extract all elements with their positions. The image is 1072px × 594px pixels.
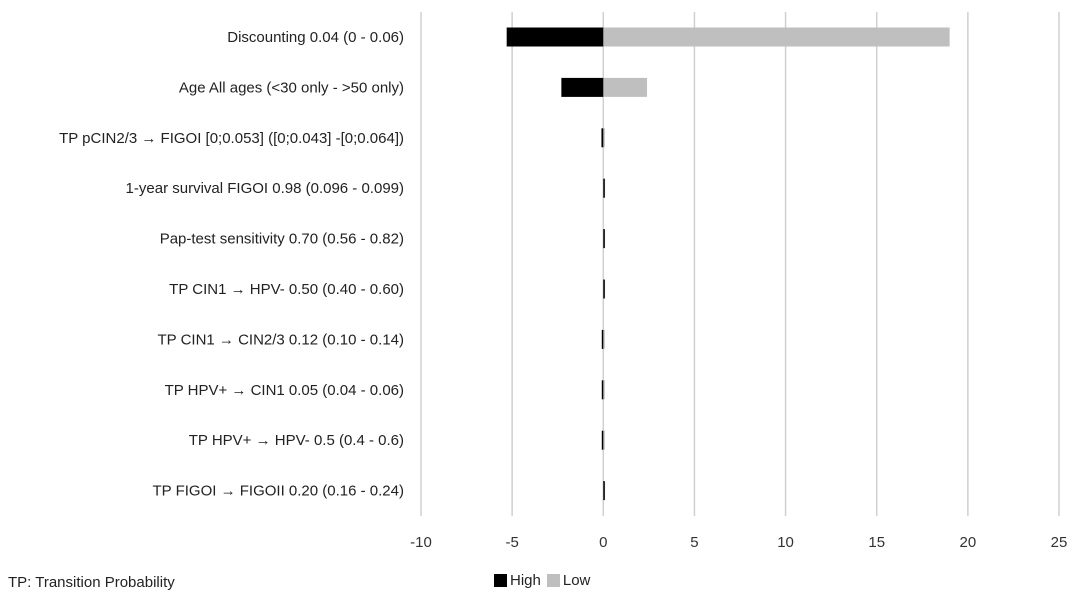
bar-low [603, 380, 605, 400]
footnote: TP: Transition Probability [8, 574, 175, 591]
bar-high [603, 279, 605, 299]
bar-low [603, 27, 950, 47]
x-tick-labels: -10 -5 0 5 10 15 20 25 [410, 534, 1067, 551]
bar-low [603, 430, 605, 450]
bar-high [561, 77, 604, 97]
bar-high [601, 430, 604, 450]
x-tick-label: 25 [1051, 534, 1068, 551]
category-label: TP HPV+ → CIN1 0.05 (0.04 - 0.06) [165, 382, 404, 399]
tornado-chart: Discounting 0.04 (0 - 0.06) Age All ages … [59, 12, 1067, 551]
category-label: TP HPV+ → HPV- 0.5 (0.4 - 0.6) [189, 432, 404, 449]
legend-item-low: Low [546, 572, 591, 589]
bar-high [601, 329, 604, 349]
bar-high [601, 128, 604, 148]
bar-low [603, 329, 605, 349]
bar-high [603, 178, 605, 198]
category-label: TP CIN1 → HPV- 0.50 (0.40 - 0.60) [169, 281, 404, 298]
x-tick-label: 10 [777, 534, 794, 551]
x-tick-label: -10 [410, 534, 432, 551]
legend-item-high: High [494, 572, 541, 589]
x-tick-label: 15 [868, 534, 885, 551]
category-label: TP CIN1 → CIN2/3 0.12 (0.10 - 0.14) [158, 331, 405, 348]
legend-label-low: Low [562, 572, 591, 589]
bar-high [601, 380, 604, 400]
bar-high [603, 481, 605, 501]
legend-swatch-low [546, 574, 560, 587]
x-tick-label: 20 [960, 534, 977, 551]
x-tick-label: -5 [505, 534, 518, 551]
bar-high [603, 229, 605, 249]
x-tick-label: 0 [599, 534, 607, 551]
category-label: Age All ages (<30 only - >50 only) [179, 79, 404, 96]
bar-high [506, 27, 604, 47]
category-label: Discounting 0.04 (0 - 0.06) [227, 29, 404, 46]
category-labels: Discounting 0.04 (0 - 0.06) Age All ages … [59, 29, 404, 500]
legend-label-high: High [510, 572, 541, 589]
x-tick-label: 5 [690, 534, 698, 551]
bar-low [603, 77, 648, 97]
legend-swatch-high [494, 574, 507, 587]
bar-low [603, 128, 605, 148]
category-label: 1-year survival FIGOI 0.98 (0.096 - 0.09… [126, 180, 404, 197]
legend: High Low [494, 572, 596, 589]
bars [506, 27, 950, 501]
category-label: TP pCIN2/3 → FIGOI [0;0.053] ([0;0.043] … [59, 130, 404, 147]
gridlines [420, 12, 1060, 516]
category-label: Pap-test sensitivity 0.70 (0.56 - 0.82) [160, 231, 404, 248]
category-label: TP FIGOI → FIGOII 0.20 (0.16 - 0.24) [153, 483, 404, 500]
